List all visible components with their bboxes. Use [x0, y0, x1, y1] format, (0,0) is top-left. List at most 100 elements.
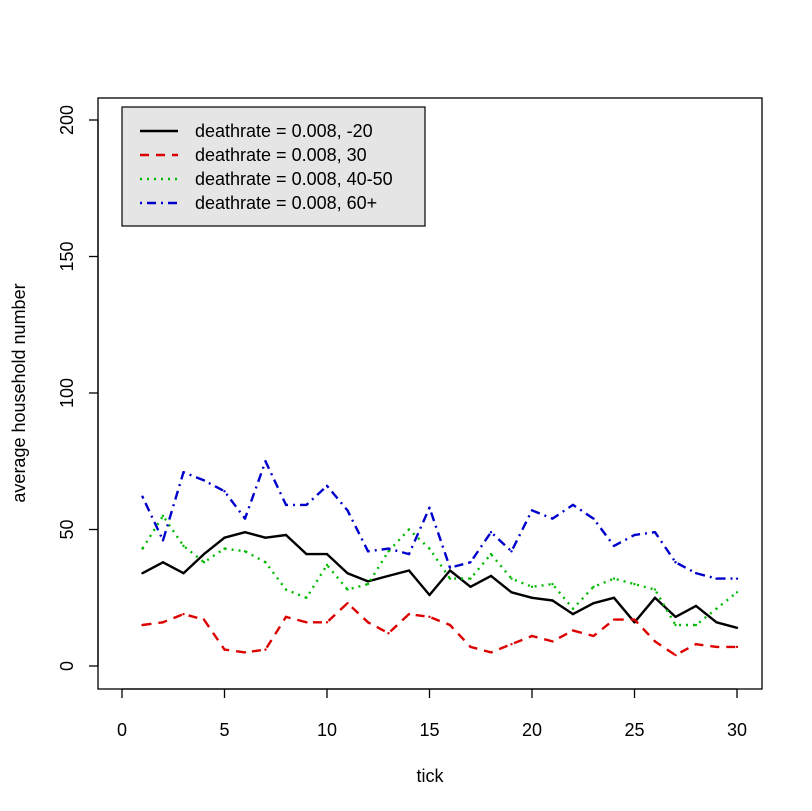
series-2-point [530, 634, 534, 638]
series-2-point [612, 618, 616, 621]
series-4-point [387, 547, 390, 550]
series-4-point [735, 577, 739, 580]
series-3-point [694, 623, 698, 627]
series-3-point [141, 547, 144, 550]
series-1-point [305, 552, 308, 556]
series-2-point [715, 645, 718, 649]
legend-box [121, 106, 426, 227]
series-4-point [305, 503, 308, 507]
series-1-point [592, 602, 595, 605]
legend: deathrate = 0.008, -20 deathrate = 0.008,… [121, 106, 426, 227]
x-tick-label: 30 [727, 720, 747, 740]
series-2-point [223, 648, 226, 651]
y-tick-label: 50 [57, 519, 77, 539]
series-3-point [653, 588, 657, 591]
series-2-point [551, 640, 554, 643]
series-1-point [674, 615, 677, 619]
series-1-point [612, 596, 616, 599]
x-tick-label: 15 [419, 720, 439, 740]
series-1-point [653, 596, 657, 599]
series-2-point [366, 621, 370, 624]
series-4-point [653, 531, 657, 534]
series-1-point [182, 571, 185, 575]
series-2-point [489, 651, 493, 654]
series-1-point [551, 599, 554, 602]
series-1-point [325, 552, 329, 556]
series-1-point [346, 571, 349, 575]
series-2-point [735, 645, 739, 649]
series-1-point [715, 621, 718, 624]
series-2-point [407, 612, 411, 616]
series-4-point [715, 577, 718, 580]
series-3-point [305, 596, 308, 599]
series-3-point [674, 623, 677, 627]
series-2-point [592, 634, 595, 638]
series-2-point [448, 623, 452, 627]
series-4-point [346, 509, 349, 512]
y-axis-title: average household number [9, 283, 29, 502]
series-3-point [448, 577, 452, 580]
series-1-point [530, 596, 534, 599]
x-tick-label: 20 [522, 720, 542, 740]
series-3-point [407, 528, 411, 531]
axes: 0 5 10 15 20 25 30 0 50 100 150 200 [57, 105, 747, 740]
legend-label-3: deathrate = 0.008, 40-50 [195, 169, 393, 189]
series-2-point [469, 645, 472, 649]
series-2-point [264, 648, 267, 651]
series-2-point [243, 651, 247, 654]
x-axis-title: tick [417, 766, 445, 786]
series-2-point [305, 621, 308, 624]
series-4-point [202, 479, 206, 482]
series-3-point [489, 552, 493, 556]
legend-label-4: deathrate = 0.008, 60+ [195, 193, 377, 213]
x-tick-label: 10 [317, 720, 337, 740]
series-1-point [407, 569, 411, 572]
series-line-2 [142, 602, 737, 657]
series-2-point [141, 623, 144, 627]
series-2-point [346, 602, 349, 605]
legend-label-2: deathrate = 0.008, 30 [195, 145, 367, 165]
series-4-point [264, 460, 267, 463]
series-line-4 [141, 460, 737, 580]
series-4-point [284, 503, 288, 507]
series-1-point [510, 591, 513, 594]
series-4-point [182, 470, 185, 474]
series-1-point [366, 580, 370, 583]
series-1-point [264, 536, 267, 539]
series-3-point [387, 550, 390, 553]
series-4-point [141, 495, 144, 498]
series-3-point [715, 607, 718, 610]
series-1-point [243, 531, 247, 534]
series-1-point [161, 561, 165, 564]
y-tick-label: 0 [57, 661, 77, 671]
series-3-point [612, 577, 616, 580]
series-2-point [202, 618, 206, 621]
series-4-point [510, 550, 513, 553]
series-4-point [489, 531, 493, 534]
series-1-point [448, 569, 452, 572]
series-4-point [694, 571, 698, 575]
series-4-point [448, 566, 452, 569]
series-3-point [530, 585, 534, 589]
series-4-point [325, 484, 329, 488]
series-1-point [489, 574, 493, 578]
series-4-point [407, 552, 411, 556]
series-1-point [223, 536, 226, 539]
series-3-point [551, 582, 554, 586]
series-2-point [510, 642, 513, 646]
y-tick-label: 100 [57, 378, 77, 408]
series-2-point [633, 618, 636, 621]
series-2-point [653, 640, 657, 643]
series-4-point [428, 506, 431, 509]
series-2-point [161, 621, 165, 624]
series-2-point [387, 632, 390, 635]
series-3-point [428, 547, 431, 550]
series-4-point [551, 517, 554, 520]
series-line-1 [141, 531, 738, 629]
series-4-point [674, 561, 677, 564]
series-2-point [325, 621, 329, 624]
series-3-point [469, 577, 472, 580]
series-4-point [612, 544, 616, 548]
series-2-point [182, 612, 185, 616]
